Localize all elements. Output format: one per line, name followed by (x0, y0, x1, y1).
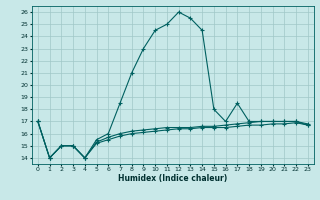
X-axis label: Humidex (Indice chaleur): Humidex (Indice chaleur) (118, 174, 228, 183)
